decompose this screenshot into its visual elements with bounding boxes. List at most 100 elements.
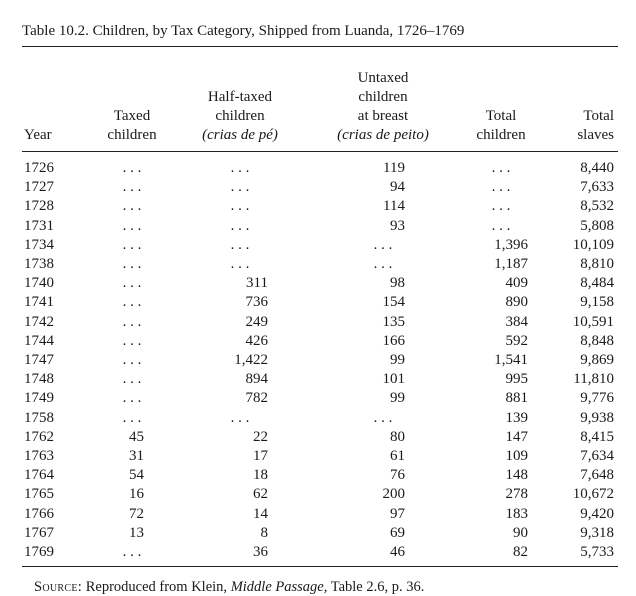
cell-year: 1738 [24, 256, 54, 273]
cell-total-children-value: 384 [505, 313, 529, 330]
cell-untaxed-children: 99 [310, 351, 456, 370]
cell-taxed-children-value: 54 [129, 467, 144, 484]
cell-untaxed-children-value: 119 [383, 160, 405, 176]
cell-total-children-value: 890 [505, 294, 529, 311]
cell-half-taxed-children-value: 62 [253, 486, 268, 503]
cell-total-slaves: 9,776 [580, 390, 614, 407]
cell-half-taxed-children-value: 311 [246, 275, 268, 292]
cell-untaxed-children: 114 [310, 197, 456, 216]
cell-total-slaves: 10,109 [572, 236, 614, 253]
header-total-slaves-line: Total [583, 108, 614, 124]
cell-year: 1727 [24, 179, 54, 196]
cell-total-slaves: 9,869 [580, 352, 614, 369]
cell-total-children-value: 183 [505, 505, 529, 522]
cell-year: 1769 [24, 544, 54, 561]
table-top-rule [22, 46, 618, 47]
cell-untaxed-children-value: 80 [390, 428, 405, 445]
header-year-label: Year [24, 127, 52, 143]
cell-total-children-value: 147 [505, 428, 529, 445]
cell-untaxed-children: 166 [310, 332, 456, 351]
source-text: Reproduced from Klein, [85, 579, 228, 596]
cell-total-children-value: 881 [505, 390, 529, 407]
cell-untaxed-children: 46 [310, 543, 456, 562]
cell-half-taxed-children-value: 249 [245, 313, 269, 330]
cell-total-children-value: 139 [505, 409, 529, 426]
cell-taxed-children-value: 16 [129, 486, 144, 503]
cell-taxed-children-value: 45 [129, 428, 144, 445]
table-caption: Table 10.2. Children, by Tax Category, S… [22, 23, 465, 39]
header-half-taxed-children: Half-taxed children (crias de pé) [170, 47, 310, 151]
cell-taxed-children: . . . [122, 409, 142, 426]
cell-taxed-children: . . . [122, 332, 142, 349]
cell-year: 1762 [24, 428, 54, 445]
cell-untaxed-children: 98 [310, 274, 456, 293]
cell-taxed-children: 16 [94, 485, 170, 504]
cell-total-slaves: 7,634 [580, 448, 614, 465]
cell-half-taxed-children-value: 894 [245, 371, 269, 388]
cell-taxed-children: . . . [122, 544, 142, 561]
cell-year: 1748 [24, 371, 54, 388]
cell-untaxed-children: 97 [310, 505, 456, 524]
cell-total-children: . . . [491, 179, 511, 196]
cell-untaxed-children-value: 76 [390, 467, 405, 484]
cell-total-children-value: 409 [505, 275, 529, 292]
table-row: 1740 . . . 311 98 409 8,484 [22, 274, 618, 293]
header-taxed-children: Taxed children [94, 47, 170, 151]
cell-total-slaves: 11,810 [573, 371, 614, 388]
cell-total-children: 148 [456, 466, 546, 485]
cell-total-slaves: 9,158 [580, 294, 614, 311]
cell-half-taxed-children: 1,422 [170, 351, 310, 370]
children-tax-table: Year Taxed children Half-taxed children … [22, 47, 618, 562]
cell-taxed-children: . . . [122, 217, 142, 234]
cell-year: 1766 [24, 505, 54, 522]
header-half-line: Half-taxed [207, 89, 273, 105]
cell-total-children: . . . [491, 198, 511, 215]
cell-taxed-children: . . . [122, 256, 142, 273]
header-untaxed-line: Untaxed [357, 70, 409, 86]
table-row: 1766 72 14 97 183 9,420 [22, 505, 618, 524]
header-row: Year Taxed children Half-taxed children … [22, 47, 618, 151]
cell-total-children: 881 [456, 389, 546, 408]
cell-half-taxed-children-value: 22 [253, 428, 268, 445]
cell-year: 1765 [24, 486, 54, 503]
cell-total-children: . . . [491, 217, 511, 234]
table-row: 1762 45 22 80 147 8,415 [22, 428, 618, 447]
cell-untaxed-children-value: 94 [390, 179, 405, 196]
cell-half-taxed-children-value: 18 [253, 467, 268, 484]
table-row: 1742 . . . 249 135 384 10,591 [22, 313, 618, 332]
cell-untaxed-children: 80 [310, 428, 456, 447]
header-total-slaves: Total slaves [546, 47, 618, 151]
cell-untaxed-children-value: 200 [382, 486, 406, 503]
cell-total-children-value: 995 [505, 371, 529, 388]
table-row: 1726 . . . . . . 119 . . . 8,440 [22, 159, 618, 178]
cell-untaxed-children-value: 101 [382, 371, 406, 388]
table-header-rule [22, 151, 618, 152]
cell-total-slaves: 7,633 [580, 179, 614, 196]
source-label: Source: [34, 579, 83, 596]
cell-total-children-value: 592 [505, 332, 529, 349]
cell-year: 1741 [24, 294, 54, 311]
cell-taxed-children-value: 13 [129, 524, 144, 541]
cell-untaxed-children: 99 [310, 389, 456, 408]
cell-half-taxed-children: 17 [170, 447, 310, 466]
cell-total-slaves: 10,672 [572, 486, 614, 503]
header-untaxed-line: (crias de peito) [337, 127, 429, 143]
cell-year: 1728 [24, 198, 54, 215]
cell-half-taxed-children: 36 [170, 543, 310, 562]
cell-half-taxed-children: . . . [230, 409, 250, 426]
source-text-after: Table 2.6, p. 36. [330, 579, 425, 596]
cell-half-taxed-children: . . . [230, 160, 250, 176]
cell-untaxed-children-value: 61 [390, 448, 405, 465]
cell-taxed-children: 54 [94, 466, 170, 485]
table-header: Year Taxed children Half-taxed children … [22, 47, 618, 159]
table-row: 1728 . . . . . . 114 . . . 8,532 [22, 197, 618, 216]
cell-untaxed-children: 69 [310, 524, 456, 543]
table-row: 1769 . . . 36 46 82 5,733 [22, 543, 618, 562]
cell-year: 1742 [24, 313, 54, 330]
cell-total-children-value: 90 [513, 524, 528, 541]
cell-half-taxed-children-value: 1,422 [234, 352, 268, 369]
cell-untaxed-children-value: 69 [390, 524, 405, 541]
cell-half-taxed-children: 18 [170, 466, 310, 485]
cell-total-children: 1,187 [456, 255, 546, 274]
cell-total-children-value: 1,541 [494, 352, 528, 369]
